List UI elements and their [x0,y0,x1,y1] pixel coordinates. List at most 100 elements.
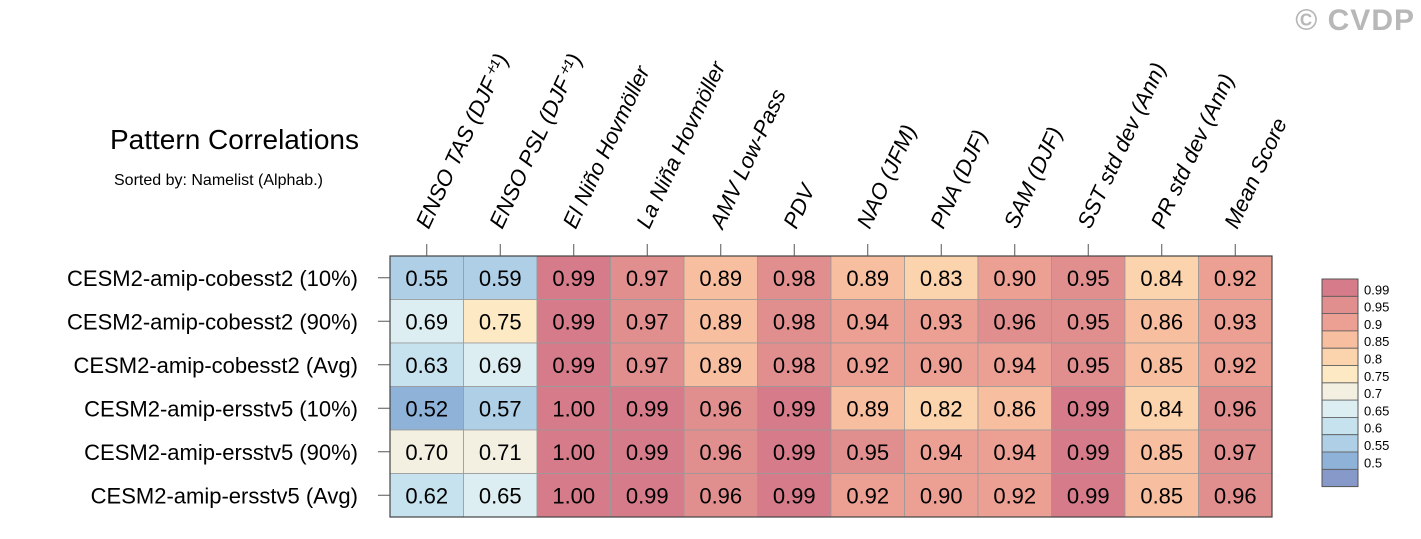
row-label: CESM2-amip-cobesst2 (Avg) [74,353,358,378]
cell-value-label: 0.92 [846,353,889,378]
column-label: PNA (DJF) [925,126,992,232]
heatmap-cell [536,386,611,431]
colorbar-label: 0.75 [1364,369,1389,384]
cell-value-label: 0.94 [846,309,889,334]
cell-value-label: 0.95 [846,440,889,465]
cell-value-label: 0.97 [626,266,669,291]
cell-value-label: 0.89 [846,396,889,421]
cell-value-label: 0.75 [479,309,522,334]
cell-value-label: 0.90 [920,353,963,378]
colorbar-swatch [1321,278,1359,297]
row-label: CESM2-amip-ersstv5 (90%) [84,440,358,465]
cell-value-label: 0.96 [699,483,742,508]
cell-value-label: 0.52 [405,396,448,421]
cell-value-label: 0.99 [773,440,816,465]
cell-value-label: 0.95 [1067,309,1110,334]
cell-value-label: 0.99 [626,483,669,508]
heatmap-cell [683,299,758,344]
cell-value-label: 0.96 [1214,396,1257,421]
colorbar-label: 0.55 [1364,438,1389,453]
cell-value-label: 0.89 [699,353,742,378]
heatmap-cell [463,473,538,518]
cell-value-label: 0.96 [1214,483,1257,508]
heatmap-cell [610,342,685,387]
heatmap-cell [536,342,611,387]
cell-value-label: 0.99 [1067,440,1110,465]
column-label: SAM (DJF) [999,123,1068,232]
cell-value-label: 0.89 [699,266,742,291]
heatmap-cell [1051,429,1126,474]
heatmap-cell [830,342,905,387]
row-label: CESM2-amip-ersstv5 (Avg) [91,483,358,508]
heatmap-cell [1124,299,1199,344]
heatmap-cell [389,429,464,474]
heatmap-cell [757,342,832,387]
heatmap-cell [1124,386,1199,431]
heatmap-cell [389,386,464,431]
cell-value-label: 1.00 [552,483,595,508]
cell-value-label: 0.95 [1067,266,1110,291]
cell-value-label: 0.85 [1140,440,1183,465]
cell-value-label: 1.00 [552,396,595,421]
colorbar-label: 0.95 [1364,300,1389,315]
cell-value-label: 0.92 [1214,353,1257,378]
heatmap-cell [830,299,905,344]
cell-value-label: 0.89 [846,266,889,291]
colorbar-swatch [1321,382,1359,401]
column-label: Mean Score [1219,114,1292,232]
colorbar-label: 0.5 [1364,455,1382,470]
cell-value-label: 0.92 [1214,266,1257,291]
heatmap-cell [463,255,538,300]
heatmap-cell [904,473,979,518]
cell-value-label: 0.90 [993,266,1036,291]
cell-value-label: 0.65 [479,483,522,508]
cell-value-label: 0.84 [1140,266,1183,291]
heatmap-cell [1051,342,1126,387]
colorbar-label: 0.9 [1364,317,1382,332]
heatmap-cell [683,386,758,431]
cell-value-label: 0.99 [773,483,816,508]
colorbar-swatch [1321,417,1359,435]
cell-value-label: 0.99 [552,353,595,378]
cell-value-label: 0.85 [1140,483,1183,508]
cell-value-label: 0.59 [479,266,522,291]
cell-value-label: 0.82 [920,396,963,421]
heatmap-frame [389,255,1273,518]
row-label: CESM2-amip-cobesst2 (10%) [67,266,358,291]
heatmap-cell [389,473,464,518]
colorbar-label: 0.65 [1364,403,1389,418]
cell-value-label: 0.70 [405,440,448,465]
heatmap-cell [904,429,979,474]
heatmap-cell [977,299,1052,344]
cell-value-label: 0.62 [405,483,448,508]
heatmap-cell [389,342,464,387]
heatmap-cell [757,386,832,431]
colorbar-swatch [1321,347,1359,366]
heatmap-cell [610,473,685,518]
heatmap-cell [683,473,758,518]
cell-value-label: 0.83 [920,266,963,291]
heatmap-cell [977,342,1052,387]
colorbar-label: 0.85 [1364,334,1389,349]
heatmap-cell [830,386,905,431]
row-label: CESM2-amip-cobesst2 (90%) [67,309,358,334]
heatmap-cell [1198,342,1273,387]
cell-value-label: 0.89 [699,309,742,334]
heatmap-cell [757,473,832,518]
heatmap-cell [1124,429,1199,474]
cell-value-label: 0.97 [626,353,669,378]
cell-value-label: 0.86 [1140,309,1183,334]
cell-value-label: 0.99 [626,440,669,465]
colorbar-swatch [1321,295,1359,314]
cell-value-label: 0.99 [1067,483,1110,508]
cell-value-label: 0.57 [479,396,522,421]
colorbar-swatch [1321,313,1359,332]
cell-value-label: 0.96 [993,309,1036,334]
cell-value-label: 0.99 [552,309,595,334]
cell-value-label: 0.97 [626,309,669,334]
cell-value-label: 0.97 [1214,440,1257,465]
cell-value-label: 0.93 [1214,309,1257,334]
cell-value-label: 0.94 [993,353,1036,378]
